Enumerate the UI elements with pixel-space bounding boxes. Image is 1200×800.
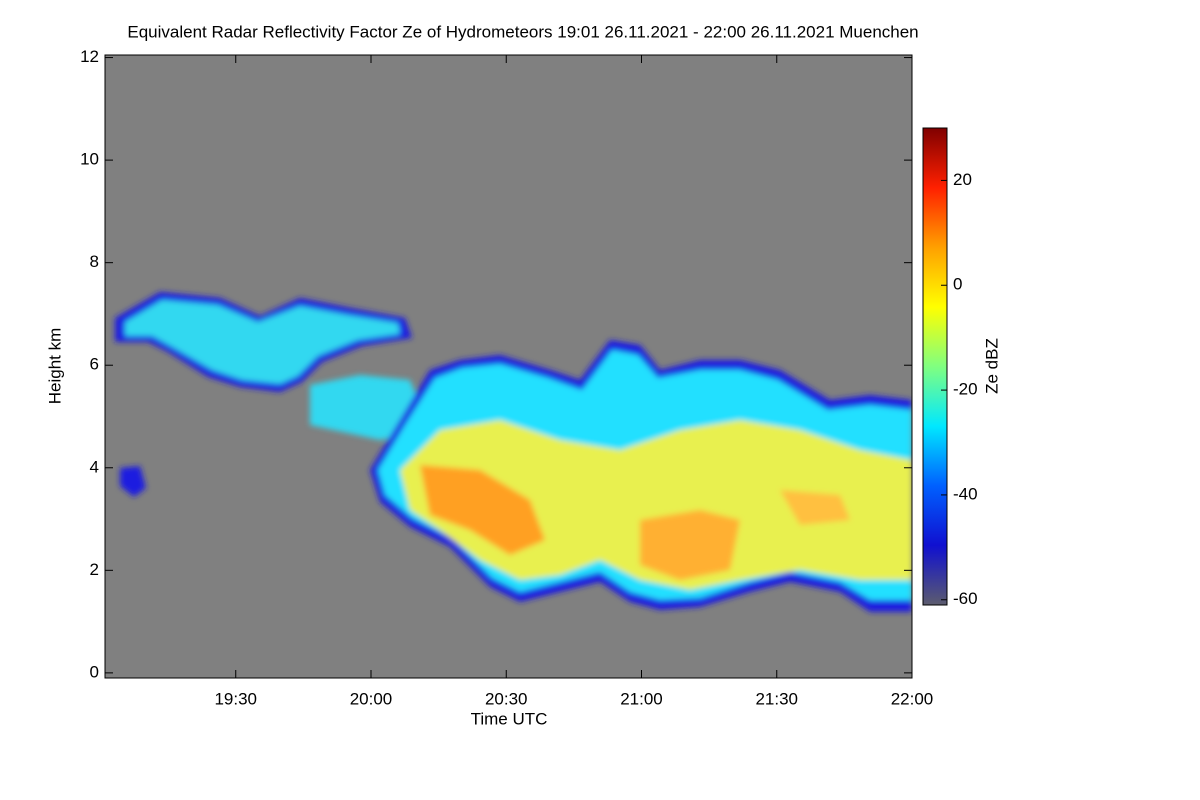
x-tick-label: 21:30 <box>755 689 798 708</box>
y-tick-label: 4 <box>90 457 99 476</box>
colorbar-tick-label: -20 <box>953 380 978 399</box>
colorbar <box>922 127 948 606</box>
x-tick-label: 22:00 <box>891 689 934 708</box>
colorbar-tick-label: -40 <box>953 484 978 503</box>
y-axis-label: Height km <box>45 328 64 405</box>
colorbar-tick-label: -60 <box>953 589 978 608</box>
x-tick-label: 21:00 <box>620 689 663 708</box>
chart-title: Equivalent Radar Reflectivity Factor Ze … <box>127 22 918 41</box>
plot-frame <box>104 54 913 679</box>
y-tick-label: 0 <box>90 662 99 681</box>
x-tick-label: 20:30 <box>485 689 528 708</box>
radar-field <box>115 292 912 612</box>
y-tick-label: 8 <box>90 252 99 271</box>
y-tick-label: 6 <box>90 355 99 374</box>
y-tick-label: 10 <box>80 150 99 169</box>
y-tick-label: 2 <box>90 560 99 579</box>
x-tick-label: 19:30 <box>214 689 257 708</box>
colorbar-tick-label: 0 <box>953 275 962 294</box>
x-tick-label: 20:00 <box>350 689 393 708</box>
colorbar-label: Ze dBZ <box>982 338 1001 394</box>
y-tick-label: 12 <box>80 47 99 66</box>
x-axis-label: Time UTC <box>471 709 548 728</box>
colorbar-tick-label: 20 <box>953 170 972 189</box>
